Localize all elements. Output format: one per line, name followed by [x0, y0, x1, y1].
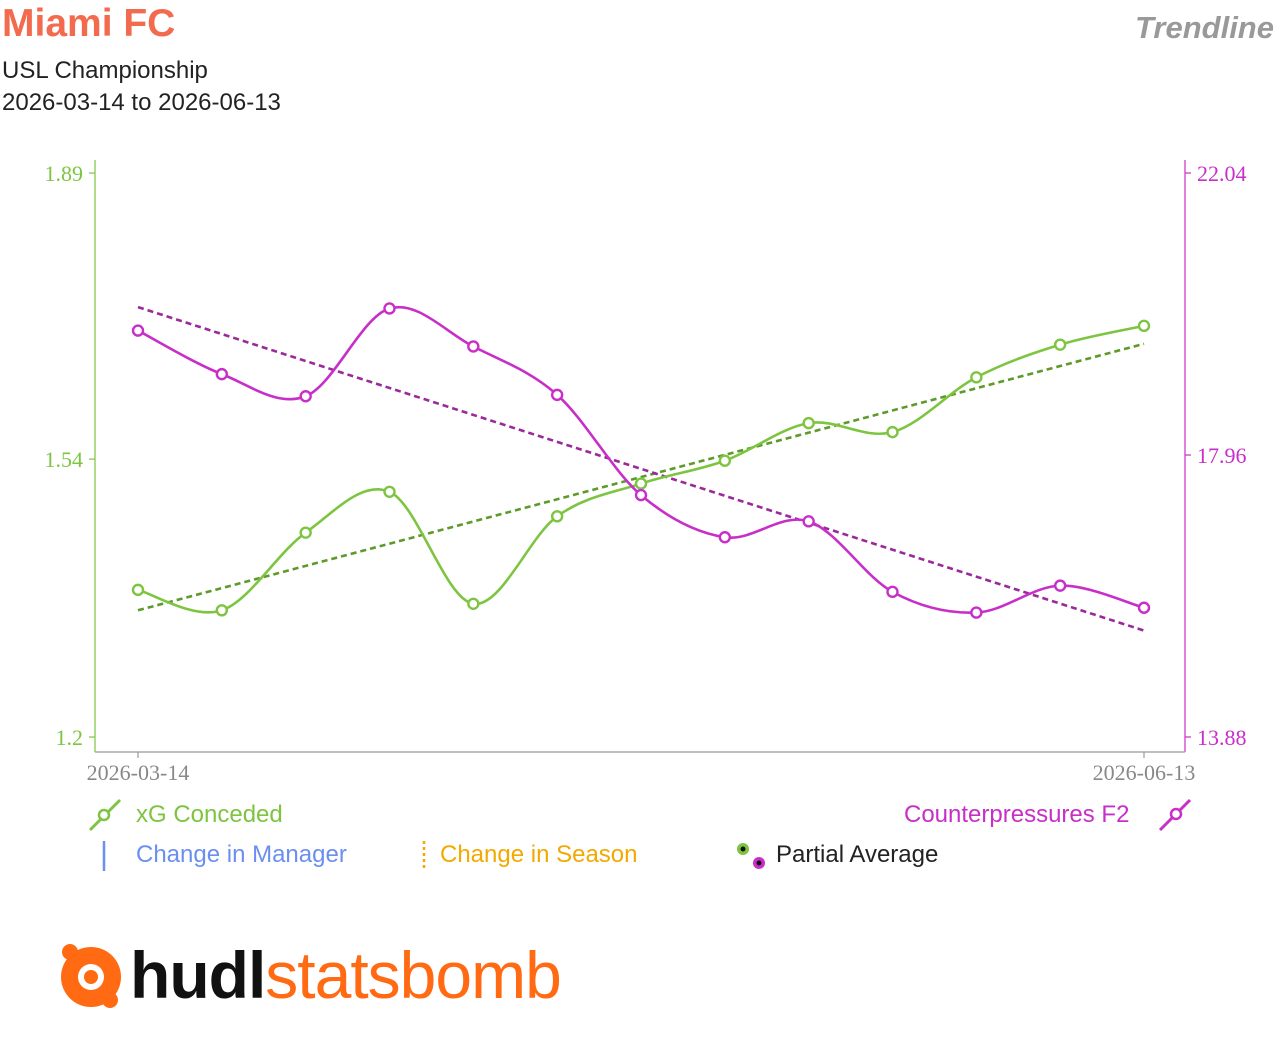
xg-data-point	[131, 583, 145, 597]
xg-data-point	[886, 425, 899, 439]
legend-change-season: Change in Season	[440, 841, 638, 868]
xg-data-point	[467, 597, 480, 610]
logo-statsbomb-text: statsbomb	[265, 938, 561, 1012]
cp-data-point	[131, 324, 145, 337]
view-type-label: Trendline	[1135, 10, 1274, 45]
cp-trend-line	[137, 305, 1145, 632]
xg-series-line	[137, 324, 1145, 614]
xg-data-point	[970, 371, 983, 384]
left-y-tick-label: 1.89	[45, 161, 84, 186]
xg-data-point	[215, 604, 229, 617]
xg-data-point	[550, 510, 564, 523]
trend-chart: 1.89 1.54 1.2 22.04 17.96 13.88 2026-03-14 2026…	[45, 160, 1247, 785]
cp-data-point	[299, 390, 312, 403]
x-tick-label: 2026-03-14	[87, 760, 190, 785]
cp-data-point	[634, 488, 648, 502]
cp-data-point	[718, 531, 732, 544]
left-y-tick-label: 1.2	[56, 725, 84, 750]
date-range-label: 2026-03-14 to 2026-06-13	[2, 89, 281, 116]
legend-partial-average: Partial Average	[776, 841, 939, 868]
xg-data-point	[718, 454, 732, 467]
cp-data-point	[383, 302, 396, 315]
legend-counterpressures: Counterpressures F2	[904, 801, 1130, 828]
partial-average-icon	[737, 843, 765, 869]
xg-data-point	[383, 485, 396, 498]
logo-hudl-text: hudl	[130, 938, 266, 1012]
cp-data-point	[550, 388, 564, 402]
statsbomb-logo-icon	[61, 944, 121, 1008]
cp-data-point	[1053, 579, 1067, 592]
x-tick-label: 2026-06-13	[1093, 760, 1196, 785]
manager-line-icon	[102, 841, 106, 871]
team-title: Miami FC	[2, 2, 176, 45]
cp-data-point	[215, 367, 229, 381]
cp-data-point	[467, 340, 480, 353]
season-line-icon	[422, 841, 426, 871]
cp-data-point	[886, 585, 899, 599]
right-y-tick-label: 13.88	[1197, 725, 1247, 750]
xg-data-point	[299, 526, 312, 539]
xg-data-point	[802, 416, 815, 430]
cp-data-point	[1137, 601, 1151, 614]
right-y-tick-label: 17.96	[1197, 443, 1247, 468]
hudl-statsbomb-logo: hudl statsbomb	[52, 930, 562, 1020]
right-y-tick-label: 22.04	[1197, 161, 1247, 186]
xg-data-point	[1137, 319, 1151, 333]
xg-data-point	[1053, 338, 1067, 351]
cp-series-line	[137, 305, 1145, 614]
cp-legend-icon	[1158, 798, 1192, 832]
cp-data-point	[802, 515, 815, 528]
competition-label: USL Championship	[2, 57, 208, 84]
left-y-tick-label: 1.54	[45, 447, 84, 472]
xg-trend-line	[137, 342, 1145, 612]
cp-data-point	[970, 606, 983, 619]
legend-xg-conceded: xG Conceded	[136, 801, 283, 828]
xg-data-point	[634, 477, 648, 490]
xg-legend-icon	[88, 798, 122, 832]
legend-change-manager: Change in Manager	[136, 841, 347, 868]
